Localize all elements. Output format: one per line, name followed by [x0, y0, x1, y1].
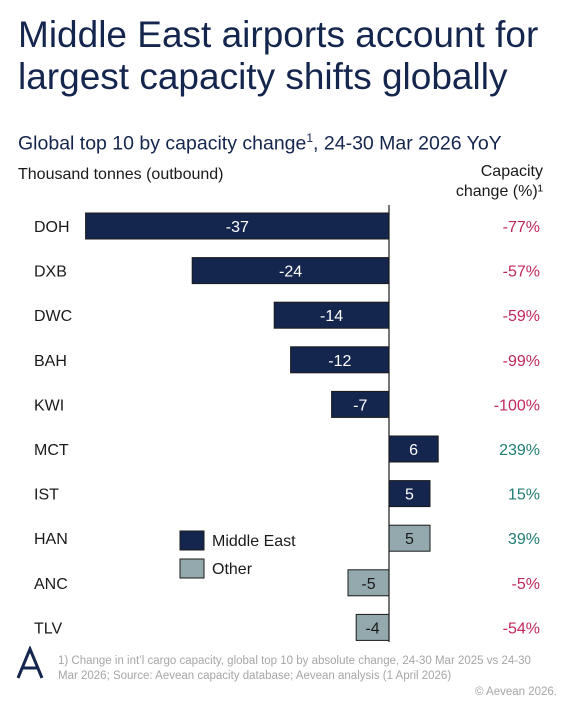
category-label: ANC: [34, 576, 68, 593]
pct-change-header: Capacity change (%)¹: [403, 162, 543, 202]
bar-value-label: -7: [353, 397, 367, 414]
pct-change-value: -99%: [503, 353, 540, 370]
category-label: MCT: [34, 442, 69, 459]
category-label: DXB: [34, 264, 67, 281]
legend-swatch: [179, 558, 205, 579]
bar: [388, 480, 431, 508]
category-label: HAN: [34, 531, 68, 548]
subtitle-superscript: 1: [306, 131, 314, 145]
legend-swatch: [179, 530, 205, 551]
category-label: TLV: [34, 620, 62, 637]
headline: Middle East airports account for largest…: [18, 14, 539, 97]
bar: [331, 390, 390, 418]
copyright: © Aevean 2026.: [474, 686, 557, 698]
category-label: IST: [34, 487, 59, 504]
pct-change-value: 239%: [499, 442, 540, 459]
bar-value-label: -12: [328, 353, 351, 370]
pct-change-value: -57%: [503, 264, 540, 281]
bar: [388, 435, 439, 463]
subtitle-tail: , 24-30 Mar 2026 YoY: [313, 132, 502, 155]
bar: [347, 569, 390, 597]
category-label: DOH: [34, 219, 70, 236]
subtitle-main: Global top 10 by capacity change: [18, 132, 307, 155]
legend-label: Other: [212, 561, 253, 578]
bar-value-label: -37: [226, 219, 249, 236]
bar: [290, 346, 390, 374]
pct-change-value: -77%: [503, 219, 540, 236]
bar-value-label: 5: [405, 487, 414, 504]
bar: [191, 257, 390, 285]
bar-value-label: -24: [279, 264, 302, 281]
legend-label: Middle East: [212, 533, 296, 550]
category-label: DWC: [34, 308, 72, 325]
pct-header-line1: Capacity: [480, 163, 543, 180]
unit-label: Thousand tonnes (outbound): [18, 166, 224, 183]
pct-change-value: -59%: [503, 308, 540, 325]
aevean-logo-icon: [16, 646, 44, 679]
category-label: BAH: [34, 353, 67, 370]
pct-change-value: -100%: [494, 397, 540, 414]
bar-value-label: -5: [361, 576, 375, 593]
pct-header-line2: change (%)¹: [455, 183, 543, 200]
bar: [273, 301, 390, 329]
bar-value-label: -4: [365, 620, 379, 637]
footnote: 1) Change in int’l cargo capacity, globa…: [58, 655, 531, 682]
chart-subtitle: Global top 10 by capacity change1, 24-30…: [18, 131, 502, 156]
bar: [355, 613, 390, 641]
pct-change-value: 15%: [508, 487, 540, 504]
bar-value-label: 6: [409, 442, 418, 459]
pct-change-value: 39%: [508, 531, 540, 548]
bar-value-label: 5: [405, 531, 414, 548]
bar-value-label: -14: [320, 308, 343, 325]
bar: [388, 524, 431, 552]
category-label: KWI: [34, 397, 64, 414]
pct-change-value: -54%: [503, 620, 540, 637]
pct-change-value: -5%: [512, 576, 540, 593]
